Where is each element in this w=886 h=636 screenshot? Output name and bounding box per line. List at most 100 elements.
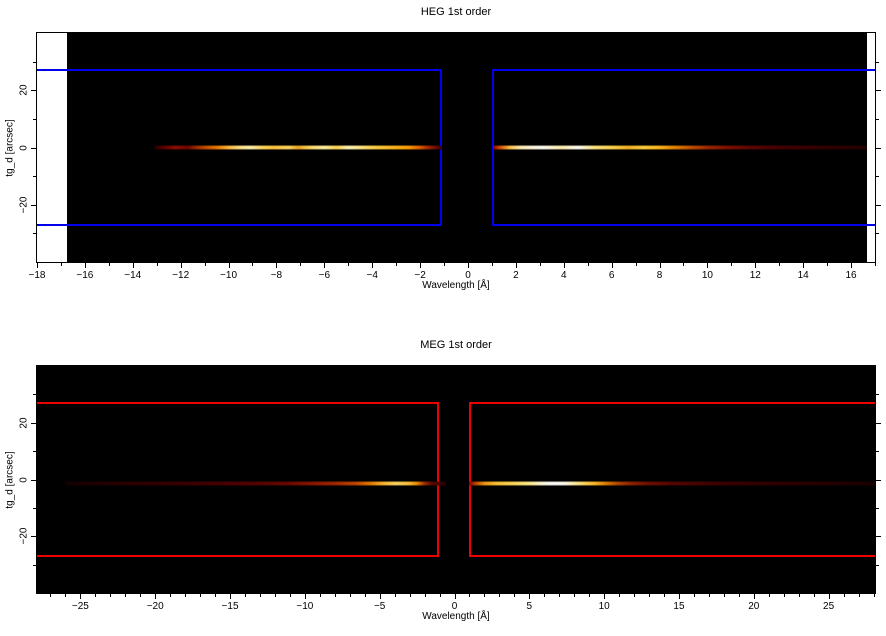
x-tick-label: −10 [220,270,238,281]
x-tick-major [803,263,805,268]
x-tick-minor [559,594,561,597]
x-tick-minor [108,263,110,266]
x-tick-label: −6 [318,270,331,281]
x-tick-minor [424,594,426,597]
x-tick-minor [768,594,770,597]
x-tick-label: 10 [701,270,713,281]
x-tick-label: 20 [748,601,760,612]
x-tick-minor [125,594,127,597]
x-tick-minor [469,594,471,597]
x-tick-minor [245,594,246,597]
x-tick-label: −4 [366,270,378,281]
x-tick-minor [140,594,142,597]
x-tick-major [678,594,680,599]
x-tick-major [379,594,381,599]
y-tick-major-right [876,90,881,92]
x-tick-minor [619,594,621,597]
x-tick-major [84,263,86,268]
y-tick-minor-right [876,507,879,509]
x-tick-label: −25 [71,601,89,612]
x-tick-minor [683,263,685,266]
x-tick-label: −2 [414,270,426,281]
x-tick-minor [693,594,695,597]
y-tick-minor-right [876,176,879,178]
x-tick-minor [514,594,516,597]
x-tick-minor [252,263,254,266]
x-tick-major [80,594,82,599]
x-tick-minor [289,594,291,597]
x-tick-major [563,263,565,268]
x-tick-label: 6 [608,270,615,281]
y-tick-label: 0 [18,476,30,483]
y-tick-minor-left [33,233,36,235]
x-tick-major [132,263,134,268]
x-tick-minor [396,263,398,266]
x-tick-label: 15 [673,601,685,612]
x-tick-label: 5 [526,601,533,612]
x-tick-minor [783,594,785,597]
x-tick-major [851,263,853,268]
y-tick-minor-left [33,176,36,178]
x-tick-minor [779,263,781,266]
x-tick-major [515,263,517,268]
x-tick-minor [409,594,411,597]
x-tick-minor [364,594,366,597]
x-tick-label: 14 [797,270,809,281]
meg-x-axis-label: Wavelength [Å] [422,611,490,622]
y-tick-minor-left [33,118,36,120]
x-tick-minor [349,594,351,597]
x-tick-minor [574,594,576,597]
spectrum-streak [468,481,875,487]
x-tick-major [659,263,661,268]
y-tick-minor-right [876,394,879,396]
x-tick-major [304,594,306,599]
x-tick-label: −14 [124,270,142,281]
x-tick-major [828,594,830,599]
x-tick-minor [95,594,97,597]
x-tick-minor [200,594,202,597]
y-tick-minor-right [876,118,879,120]
y-tick-label: 20 [18,417,30,429]
x-tick-major [324,263,326,268]
x-tick-minor [634,594,636,597]
x-tick-minor [664,594,665,597]
y-tick-minor-right [876,451,879,453]
y-tick-label: −20 [18,527,30,545]
y-tick-major-left [31,90,36,92]
x-tick-minor [539,263,541,266]
x-tick-minor [813,594,815,597]
y-tick-major-right [876,536,881,538]
x-tick-minor [873,594,875,597]
y-tick-major-right [876,204,881,206]
x-tick-label: −18 [28,270,46,281]
x-tick-minor [274,594,276,597]
x-tick-label: −16 [76,270,94,281]
spectrum-streak [154,144,442,151]
meg-title: MEG 1st order [420,339,492,351]
x-tick-major [180,263,182,268]
y-tick-major-left [31,204,36,206]
x-tick-label: −15 [221,601,239,612]
x-tick-minor [827,263,829,266]
y-tick-minor-right [876,564,879,566]
x-tick-major [372,263,374,268]
x-tick-major [707,263,709,268]
x-tick-minor [50,594,52,597]
spectrum-streak [493,144,867,151]
x-tick-minor [875,263,876,266]
extraction-region-box [37,401,439,558]
x-tick-minor [738,594,740,597]
x-tick-label: −5 [373,601,386,612]
x-tick-minor [319,594,321,597]
y-tick-major-right [876,147,881,149]
x-tick-label: −20 [146,601,164,612]
x-tick-major [529,594,531,599]
x-tick-major [230,594,232,599]
x-tick-major [454,594,456,599]
x-tick-major [755,263,757,268]
x-tick-minor [635,263,637,266]
y-tick-minor-right [876,233,879,235]
x-tick-minor [649,594,651,597]
x-tick-minor [798,594,800,597]
